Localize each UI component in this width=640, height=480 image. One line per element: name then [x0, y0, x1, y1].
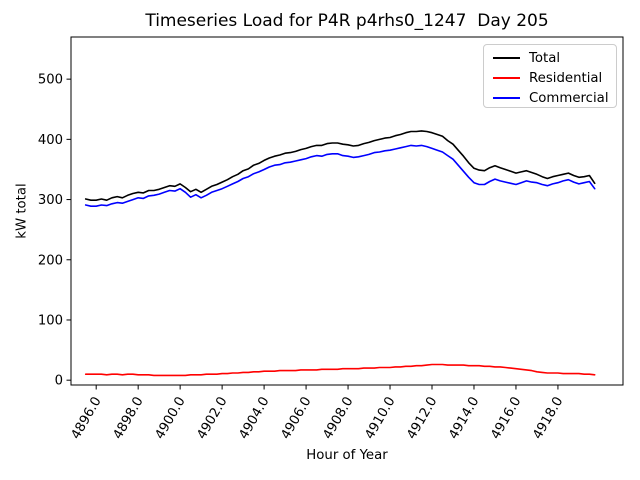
legend-label-residential: Residential	[529, 70, 603, 86]
total-line-icon	[493, 57, 520, 59]
x-tick-label: 4910.0	[362, 395, 398, 442]
x-tick-label: 4900.0	[153, 395, 189, 442]
y-tick-label: 0	[55, 374, 63, 389]
x-tick-label: 4906.0	[278, 395, 314, 442]
x-tick-label: 4904.0	[236, 395, 272, 442]
legend-label-total: Total	[529, 50, 561, 66]
y-tick-label: 200	[38, 253, 63, 268]
x-tick-label: 4912.0	[404, 395, 440, 442]
y-axis-label: kW total	[14, 183, 30, 239]
y-tick-label: 500	[38, 73, 63, 88]
legend-entry-residential: Residential	[484, 68, 616, 88]
legend: Total Residential Commercial	[483, 44, 617, 108]
chart-title: Timeseries Load for P4R p4rhs0_1247 Day …	[145, 11, 549, 31]
y-tick-label: 400	[38, 133, 63, 148]
y-tick-label: 100	[38, 313, 63, 328]
x-tick-label: 4896.0	[69, 395, 105, 442]
x-tick-label: 4918.0	[530, 395, 566, 442]
residential-line-icon	[493, 77, 520, 79]
x-axis-label: Hour of Year	[306, 448, 388, 463]
commercial-line-icon	[493, 97, 520, 99]
plot-border	[70, 36, 624, 386]
x-tick-label: 4914.0	[446, 394, 482, 441]
x-tick-label: 4908.0	[320, 395, 356, 442]
legend-entry-commercial: Commercial	[484, 88, 616, 108]
series-line-commercial	[84, 144, 596, 207]
y-tick-label: 300	[38, 193, 63, 208]
series-line-total	[84, 130, 596, 201]
legend-entry-total: Total	[484, 48, 616, 68]
series-line-residential	[84, 363, 596, 377]
x-tick-label: 4898.0	[111, 395, 147, 442]
legend-label-commercial: Commercial	[529, 90, 609, 106]
x-tick-label: 4916.0	[488, 395, 524, 442]
x-tick-label: 4902.0	[195, 395, 231, 442]
